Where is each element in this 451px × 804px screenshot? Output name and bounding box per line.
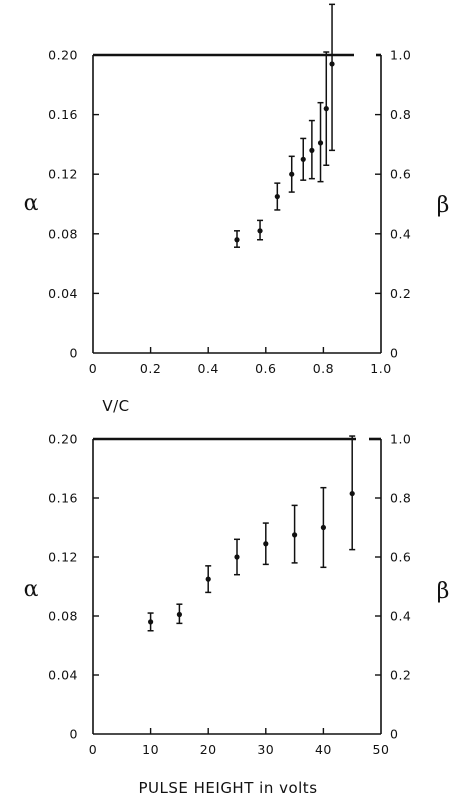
x-tick-label: 0.6 — [255, 361, 276, 376]
x-tick-label: 10 — [142, 742, 159, 757]
data-point — [274, 193, 280, 200]
y-tick-label: 0 — [70, 346, 78, 361]
y-tick-label: 0.04 — [48, 668, 78, 683]
y2-axis-label: β — [437, 193, 450, 218]
x-tick-label: 0 — [89, 742, 97, 757]
y2-tick-label: 0 — [390, 727, 398, 742]
bottom-chart: 0 0.04 0.08 0.12 0.16 0.20 0 0.2 0.4 0.6 0.8 1.0 0 10… — [24, 432, 450, 798]
x-tick-label: 30 — [257, 742, 274, 757]
y2-tick-label: 0.2 — [390, 668, 411, 683]
data-point — [329, 61, 335, 67]
y2-tick-label: 0.6 — [390, 550, 411, 565]
y-tick-label: 0.08 — [48, 609, 78, 624]
y2-tick-label: 0.4 — [390, 609, 411, 624]
data-point — [309, 147, 315, 153]
data-point — [317, 140, 324, 146]
y-tick-label: 0.20 — [48, 432, 78, 447]
data-point — [148, 619, 154, 625]
x-axis-label: V/C — [102, 397, 129, 415]
data-point — [205, 576, 211, 582]
y-tick-label: 0 — [70, 727, 78, 742]
y-tick-label: 0.12 — [48, 550, 78, 565]
data-point — [234, 554, 240, 560]
y2-tick-label: 0.8 — [390, 107, 411, 122]
y2-tick-label: 1.0 — [390, 432, 411, 447]
y-axis-label: α — [24, 577, 39, 602]
y-tick-label: 0.08 — [48, 226, 78, 241]
x-axis-label: PULSE HEIGHT in volts — [138, 779, 317, 797]
y2-axis-label: β — [437, 579, 450, 604]
data-point — [263, 541, 269, 547]
data-point — [320, 524, 326, 531]
y2-tick-label: 0.8 — [390, 491, 411, 506]
data-point — [323, 106, 329, 112]
data-point — [300, 156, 306, 162]
y2-tick-label: 0.2 — [390, 286, 411, 301]
y2-tick-label: 0.4 — [390, 226, 411, 241]
data-point — [176, 611, 182, 618]
x-tick-label: 1.0 — [370, 361, 391, 376]
y-tick-label: 0.16 — [48, 107, 78, 122]
x-tick-label: 0 — [89, 361, 97, 376]
x-tick-label: 0.8 — [313, 361, 334, 376]
x-tick-label: 50 — [373, 742, 390, 757]
data-point — [289, 171, 295, 177]
y-tick-label: 0.04 — [48, 286, 78, 301]
x-tick-label: 40 — [315, 742, 332, 757]
y2-tick-label: 0.6 — [390, 167, 411, 182]
y-axis-label: α — [24, 191, 39, 216]
y-tick-label: 0.12 — [48, 167, 78, 182]
y-tick-label: 0.16 — [48, 491, 78, 506]
data-point — [257, 228, 263, 234]
data-point — [349, 490, 355, 497]
data-point — [234, 237, 240, 243]
x-tick-label: 0.4 — [198, 361, 219, 376]
y2-tick-label: 0 — [390, 346, 398, 361]
x-tick-label: 20 — [200, 742, 217, 757]
data-point — [292, 532, 298, 538]
y2-tick-label: 1.0 — [390, 48, 411, 63]
y-tick-label: 0.20 — [48, 48, 78, 63]
x-tick-label: 0.2 — [140, 361, 161, 376]
